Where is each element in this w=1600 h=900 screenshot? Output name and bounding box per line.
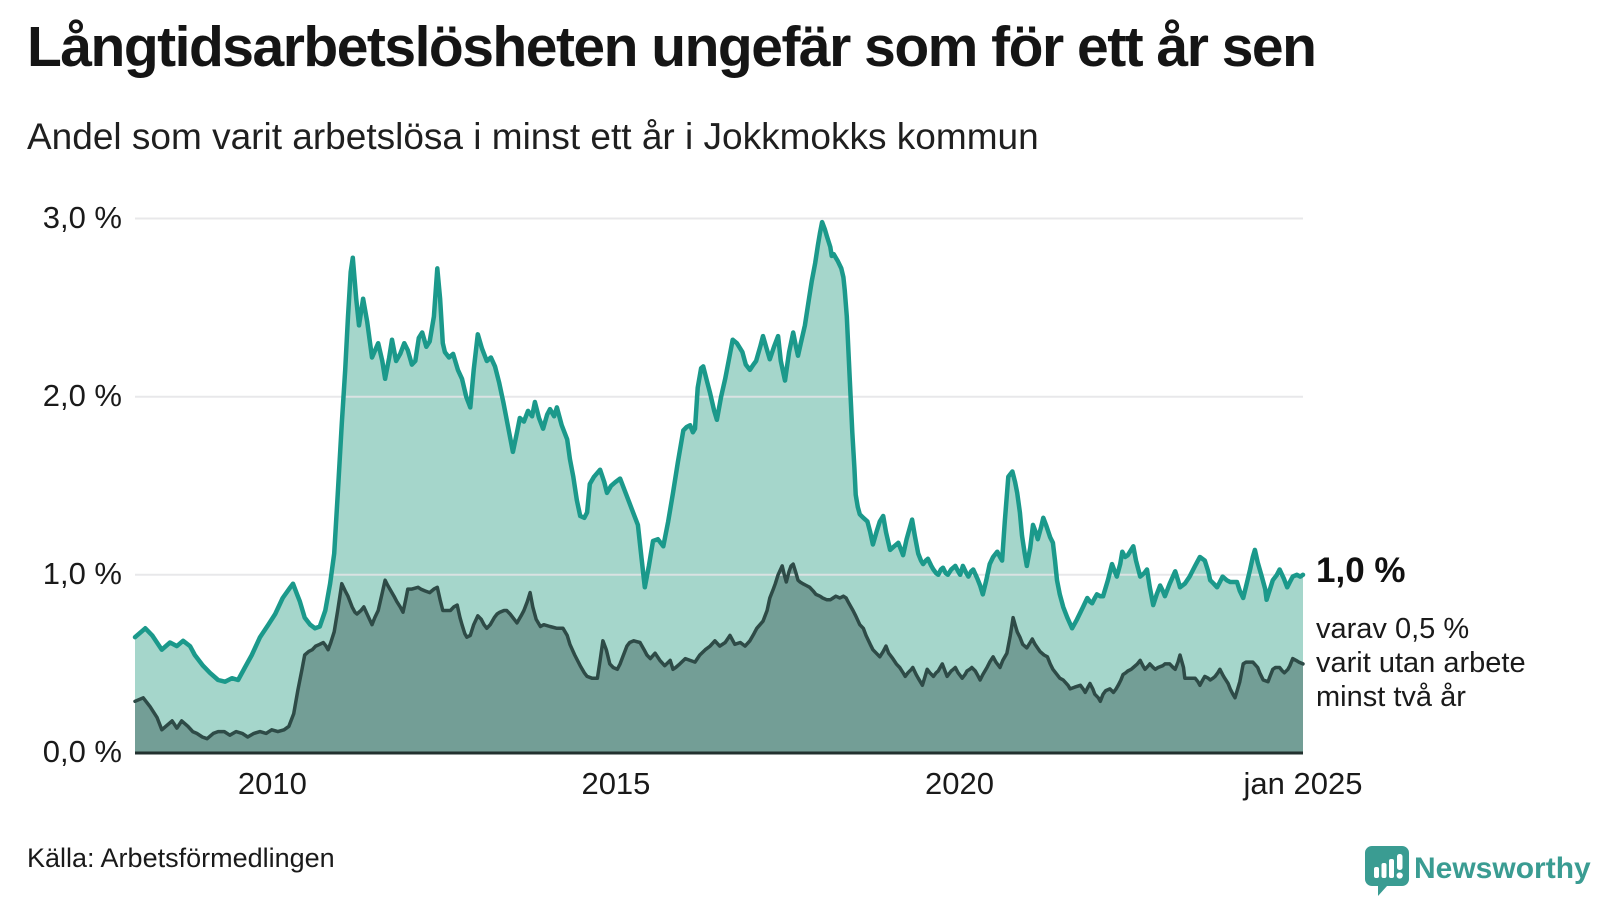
x-axis-label: 2015 xyxy=(581,766,651,801)
utan-arbete-minst-tva-ar-line xyxy=(133,562,1305,741)
x-axis-label: jan 2025 xyxy=(1243,766,1363,801)
newsworthy-logo-icon xyxy=(1365,846,1409,896)
latest-value-label: 1,0 % xyxy=(1316,551,1406,590)
y-axis-label: 0,0 % xyxy=(42,734,122,769)
source-note: Källa: Arbetsförmedlingen xyxy=(27,843,335,873)
annotation-line: varav 0,5 % xyxy=(1316,613,1470,645)
chart-title: Långtidsarbetslösheten ungefär som för e… xyxy=(27,15,1317,79)
newsworthy-wordmark: Newsworthy xyxy=(1414,852,1591,885)
y-axis-label: 3,0 % xyxy=(42,199,122,235)
annotation-line: minst två år xyxy=(1316,681,1466,713)
annotation-line: varit utan arbete xyxy=(1316,647,1526,679)
two-year-annotation: varav 0,5 % varit utan arbete minst två … xyxy=(1316,612,1526,714)
arbetslosa-minst-ett-ar-line xyxy=(132,219,1306,684)
y-axis-label: 2,0 % xyxy=(42,377,122,413)
y-axis-label: 1,0 % xyxy=(42,555,122,591)
utan-arbete-minst-tva-ar-area xyxy=(135,564,1303,753)
x-axis-label: 2010 xyxy=(237,766,307,801)
newsworthy-branding: Newsworthy xyxy=(1364,845,1591,897)
x-axis-label: 2020 xyxy=(924,766,994,801)
chart-subtitle: Andel som varit arbetslösa i minst ett å… xyxy=(27,116,1039,157)
